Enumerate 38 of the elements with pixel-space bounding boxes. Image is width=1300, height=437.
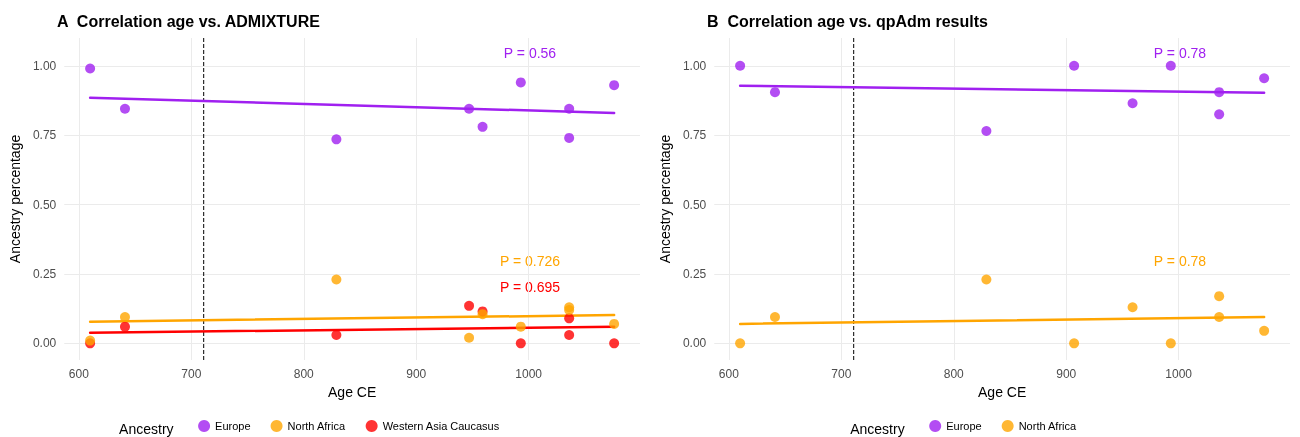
x-tick-label: 800 bbox=[293, 367, 315, 381]
annotation: P = 0.56 bbox=[503, 45, 557, 61]
y-tick-label: 0.50 bbox=[32, 197, 57, 212]
x-tick-label: 600 bbox=[718, 367, 740, 381]
x-tick-label: 800 bbox=[943, 367, 965, 381]
legend-label: Europe bbox=[946, 420, 982, 432]
x-axis-title: Age CE bbox=[978, 383, 1027, 400]
x-tick-label: 900 bbox=[406, 367, 427, 381]
x-tick-label: 600 bbox=[68, 367, 90, 381]
annotation: P = 0.726 bbox=[499, 253, 561, 269]
y-tick-label: 0.00 bbox=[682, 336, 707, 351]
x-tick-label: 700 bbox=[181, 367, 202, 381]
legend-label: Western Asia Caucasus bbox=[382, 420, 500, 432]
y-tick-label: 1.00 bbox=[682, 58, 707, 73]
y-axis-title: Ancestry percentage bbox=[7, 134, 23, 264]
legend-label: North Africa bbox=[1018, 420, 1078, 432]
y-tick-label: 0.00 bbox=[32, 336, 57, 351]
x-tick-label: 1000 bbox=[1165, 367, 1193, 381]
legend-title: Ancestry bbox=[850, 421, 905, 437]
x-tick-label: 700 bbox=[831, 367, 852, 381]
chart-title: A Correlation age vs. ADMIXTURE bbox=[57, 12, 321, 30]
annotation: P = 0.695 bbox=[499, 279, 561, 295]
annotation: P = 0.78 bbox=[1153, 45, 1207, 61]
chart-title: B Correlation age vs. qpAdm results bbox=[707, 12, 989, 30]
y-axis-title: Ancestry percentage bbox=[657, 134, 673, 264]
y-tick-label: 0.25 bbox=[682, 266, 707, 281]
y-tick-label: 0.50 bbox=[682, 197, 707, 212]
y-tick-label: 1.00 bbox=[32, 58, 57, 73]
x-tick-label: 1000 bbox=[515, 367, 543, 381]
legend-label: Europe bbox=[215, 420, 251, 432]
y-tick-label: 0.25 bbox=[32, 266, 57, 281]
x-axis-title: Age CE bbox=[328, 383, 377, 400]
legend-label: North Africa bbox=[287, 420, 346, 432]
y-tick-label: 0.75 bbox=[682, 128, 707, 143]
y-tick-label: 0.75 bbox=[32, 128, 57, 143]
legend-title: Ancestry bbox=[119, 421, 174, 437]
x-tick-label: 900 bbox=[1056, 367, 1077, 381]
annotation: P = 0.78 bbox=[1153, 253, 1207, 269]
